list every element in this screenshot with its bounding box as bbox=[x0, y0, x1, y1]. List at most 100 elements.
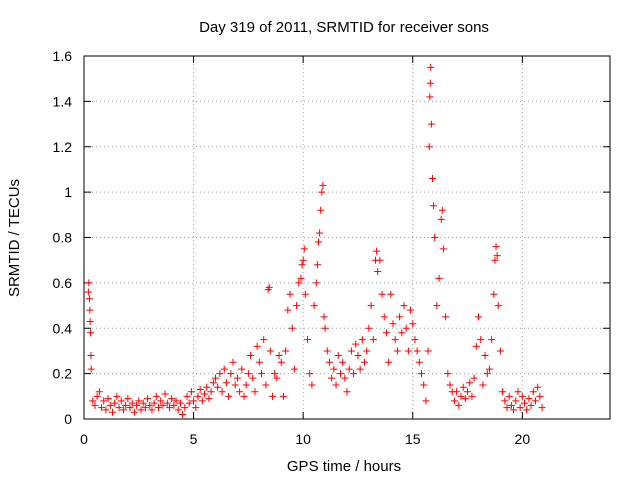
y-tick-label: 0.6 bbox=[53, 275, 73, 291]
data-point bbox=[304, 336, 312, 344]
data-point bbox=[139, 399, 147, 407]
data-point bbox=[298, 261, 306, 269]
data-point bbox=[310, 302, 318, 310]
data-point bbox=[220, 365, 228, 373]
data-point bbox=[425, 143, 433, 151]
data-point bbox=[396, 313, 404, 321]
data-point bbox=[295, 279, 303, 287]
data-point bbox=[260, 336, 268, 344]
data-point bbox=[453, 388, 461, 396]
data-point bbox=[265, 283, 273, 291]
data-point bbox=[300, 245, 308, 253]
data-point bbox=[468, 392, 476, 400]
data-point bbox=[420, 381, 428, 389]
data-point bbox=[336, 370, 344, 378]
data-point bbox=[323, 347, 331, 355]
data-point bbox=[152, 392, 160, 400]
data-point bbox=[428, 175, 436, 183]
data-point bbox=[313, 261, 321, 269]
data-point bbox=[282, 347, 290, 355]
data-point bbox=[117, 397, 125, 405]
data-point bbox=[288, 324, 296, 332]
data-point bbox=[341, 374, 349, 382]
data-point bbox=[190, 397, 198, 405]
data-point bbox=[461, 395, 469, 403]
data-point bbox=[229, 358, 237, 366]
data-point bbox=[93, 392, 101, 400]
data-point bbox=[496, 347, 504, 355]
data-point bbox=[418, 370, 426, 378]
data-point bbox=[426, 79, 434, 87]
data-point bbox=[477, 336, 485, 344]
data-point bbox=[330, 365, 338, 373]
y-tick-label: 0.8 bbox=[53, 230, 73, 246]
data-point bbox=[387, 290, 395, 298]
data-point bbox=[176, 399, 184, 407]
y-tick-labels: 0 0.2 0.4 0.6 0.8 1 1.2 1.4 1.6 bbox=[53, 48, 73, 427]
data-point bbox=[157, 397, 165, 405]
y-tick-label: 0.2 bbox=[53, 366, 73, 382]
data-point bbox=[277, 358, 285, 366]
data-point bbox=[363, 347, 371, 355]
data-point bbox=[422, 397, 430, 405]
data-point bbox=[163, 399, 171, 407]
data-point bbox=[203, 383, 211, 391]
data-point bbox=[111, 399, 119, 407]
data-point bbox=[501, 397, 509, 405]
data-point bbox=[194, 392, 202, 400]
data-point bbox=[334, 351, 342, 359]
data-point bbox=[512, 397, 520, 405]
data-point bbox=[411, 336, 419, 344]
x-tick-label: 10 bbox=[295, 431, 311, 447]
x-tick-label: 5 bbox=[190, 431, 198, 447]
data-point bbox=[126, 404, 134, 412]
data-point bbox=[407, 306, 415, 314]
data-point bbox=[358, 336, 366, 344]
data-point bbox=[492, 243, 500, 251]
data-point bbox=[536, 392, 544, 400]
data-point bbox=[438, 206, 446, 214]
data-point bbox=[503, 404, 511, 412]
data-point bbox=[427, 120, 435, 128]
data-point bbox=[393, 347, 401, 355]
data-point bbox=[89, 397, 97, 405]
data-point bbox=[87, 365, 95, 373]
data-point bbox=[181, 404, 189, 412]
data-point bbox=[534, 383, 542, 391]
data-point bbox=[284, 306, 292, 314]
data-point bbox=[137, 406, 145, 414]
data-point bbox=[430, 202, 438, 210]
chart-title: Day 319 of 2011, SRMTID for receiver son… bbox=[199, 19, 489, 36]
data-point bbox=[365, 324, 373, 332]
data-point bbox=[347, 347, 355, 355]
data-point bbox=[266, 347, 274, 355]
data-point bbox=[315, 238, 323, 246]
data-point bbox=[172, 397, 180, 405]
x-tick-label: 20 bbox=[515, 431, 531, 447]
data-point bbox=[183, 392, 191, 400]
data-point bbox=[238, 365, 246, 373]
data-point bbox=[108, 408, 116, 416]
data-point bbox=[316, 229, 324, 237]
data-point bbox=[493, 252, 501, 260]
data-point bbox=[87, 329, 95, 337]
data-point bbox=[258, 370, 266, 378]
data-point bbox=[244, 370, 252, 378]
data-point bbox=[312, 279, 320, 287]
data-point bbox=[293, 302, 301, 310]
data-point bbox=[207, 388, 215, 396]
data-point bbox=[225, 392, 233, 400]
data-point bbox=[426, 93, 434, 101]
data-point bbox=[389, 320, 397, 328]
data-point bbox=[424, 347, 432, 355]
data-point bbox=[214, 383, 222, 391]
data-point bbox=[106, 401, 114, 409]
data-point bbox=[328, 374, 336, 382]
data-point bbox=[297, 274, 305, 282]
data-point bbox=[525, 395, 533, 403]
data-point bbox=[510, 406, 518, 414]
data-point bbox=[205, 395, 213, 403]
data-point bbox=[339, 358, 347, 366]
data-point bbox=[262, 381, 270, 389]
